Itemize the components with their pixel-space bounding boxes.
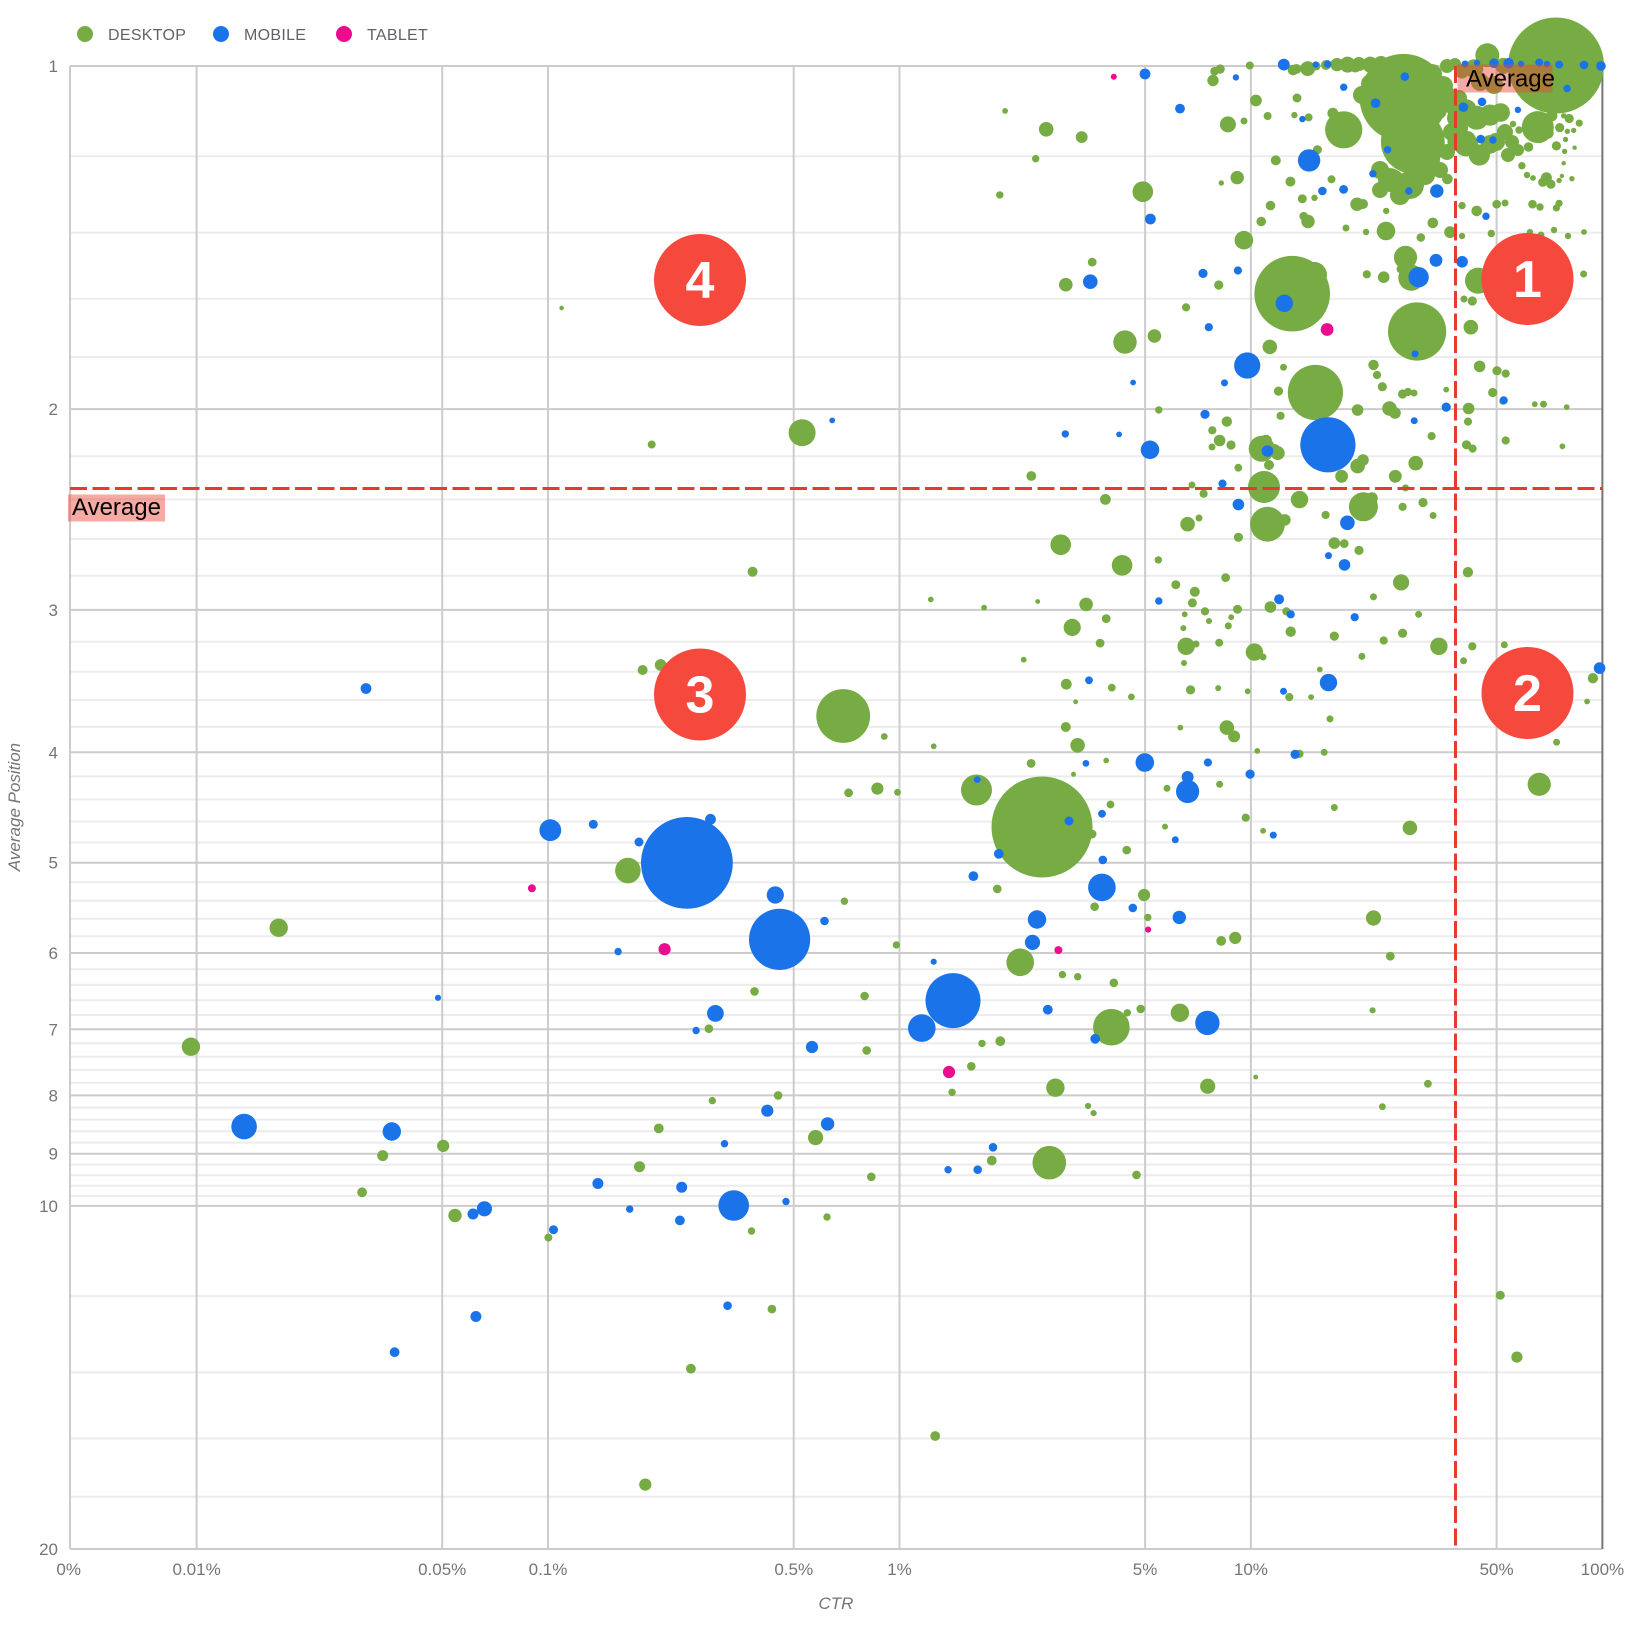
svg-text:5: 5 xyxy=(49,854,58,873)
svg-text:5%: 5% xyxy=(1133,1560,1158,1579)
svg-text:10%: 10% xyxy=(1234,1560,1268,1579)
svg-text:0.01%: 0.01% xyxy=(172,1560,220,1579)
svg-text:Average Position: Average Position xyxy=(5,743,24,872)
svg-text:0.5%: 0.5% xyxy=(774,1560,813,1579)
svg-text:6: 6 xyxy=(49,944,58,963)
svg-text:4: 4 xyxy=(686,252,715,310)
svg-text:Average: Average xyxy=(72,494,161,521)
svg-text:1: 1 xyxy=(49,57,58,76)
svg-text:Average: Average xyxy=(1466,66,1555,93)
svg-text:4: 4 xyxy=(49,743,58,762)
svg-text:100%: 100% xyxy=(1581,1560,1624,1579)
svg-text:0%: 0% xyxy=(56,1560,81,1579)
svg-text:50%: 50% xyxy=(1480,1560,1514,1579)
svg-text:CTR: CTR xyxy=(819,1594,854,1613)
svg-text:3: 3 xyxy=(49,601,58,620)
svg-text:3: 3 xyxy=(686,667,715,725)
svg-text:TABLET: TABLET xyxy=(367,27,428,44)
svg-text:20: 20 xyxy=(39,1540,58,1559)
svg-text:2: 2 xyxy=(1513,665,1542,723)
svg-text:2: 2 xyxy=(49,400,58,419)
svg-text:DESKTOP: DESKTOP xyxy=(108,27,186,44)
svg-text:10: 10 xyxy=(39,1197,58,1216)
svg-text:1%: 1% xyxy=(887,1560,912,1579)
svg-text:9: 9 xyxy=(49,1145,58,1164)
svg-text:MOBILE: MOBILE xyxy=(244,27,306,44)
svg-text:8: 8 xyxy=(49,1086,58,1105)
svg-text:0.1%: 0.1% xyxy=(529,1560,568,1579)
svg-text:7: 7 xyxy=(49,1020,58,1039)
svg-text:1: 1 xyxy=(1513,251,1542,309)
svg-text:0.05%: 0.05% xyxy=(418,1560,466,1579)
